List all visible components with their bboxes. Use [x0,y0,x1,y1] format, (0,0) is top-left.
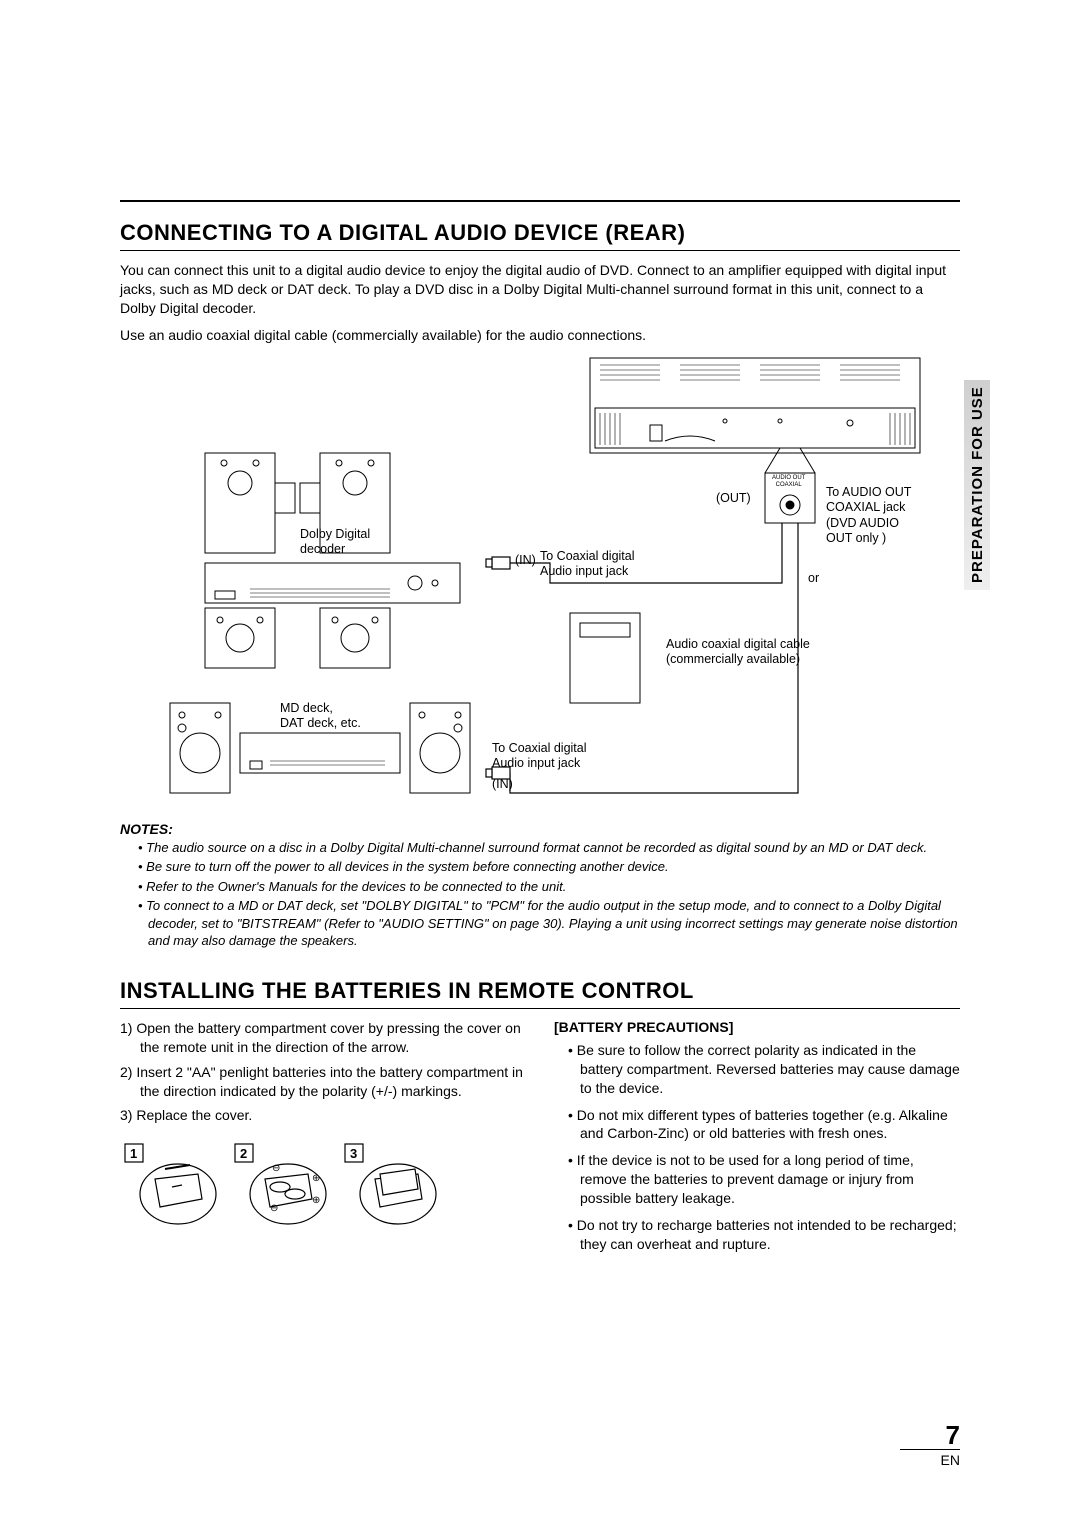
svg-text:⊕: ⊕ [312,1195,320,1206]
coax-input-label-2: To Coaxial digital Audio input jack [492,741,587,772]
note-item: The audio source on a disc in a Dolby Di… [138,839,960,857]
precautions-list: Be sure to follow the correct polarity a… [554,1041,960,1254]
step-marker-1: 1 [130,1146,137,1161]
notes-list: The audio source on a disc in a Dolby Di… [120,839,960,950]
section1-underline [120,250,960,251]
svg-text:⊖: ⊖ [270,1203,278,1214]
page-number-block: 7 EN [900,1420,960,1468]
section2-heading: INSTALLING THE BATTERIES IN REMOTE CONTR… [120,978,960,1004]
step-3: 3) Replace the cover. [120,1106,526,1125]
page-number: 7 [900,1420,960,1451]
precaution-item: Be sure to follow the correct polarity a… [568,1041,960,1098]
svg-text:⊕: ⊕ [312,1173,320,1184]
section2-underline [120,1008,960,1009]
precaution-item: Do not mix different types of batteries … [568,1106,960,1144]
page-lang: EN [900,1449,960,1468]
jack-tiny-label: AUDIO OUT COAXIAL [772,475,805,490]
audio-out-label: To AUDIO OUT COAXIAL jack (DVD AUDIO OUT… [826,485,911,548]
out-label: (OUT) [716,491,751,507]
dolby-decoder-label: Dolby Digital decoder [300,527,370,558]
note-item: To connect to a MD or DAT deck, set "DOL… [138,897,960,950]
section1-para1: You can connect this unit to a digital a… [120,261,960,318]
connection-diagram: Dolby Digital decoder (IN) To Coaxial di… [120,353,960,813]
coax-input-label-1: To Coaxial digital Audio input jack [540,549,635,580]
top-rule [120,200,960,202]
section1-para2: Use an audio coaxial digital cable (comm… [120,326,960,345]
or-label: or [808,571,819,587]
battery-steps: 1) Open the battery compartment cover by… [120,1019,526,1125]
step-marker-2: 2 [240,1146,247,1161]
notes-heading: NOTES: [120,821,960,837]
md-dat-label: MD deck, DAT deck, etc. [280,701,361,732]
page-content: CONNECTING TO A DIGITAL AUDIO DEVICE (RE… [0,0,1080,1322]
precautions-heading: [BATTERY PRECAUTIONS] [554,1019,960,1035]
in-label-1: (IN) [515,553,536,569]
battery-diagram: ⊖ ⊕ ⊖ ⊕ 1 2 3 [120,1139,450,1239]
step-1: 1) Open the battery compartment cover by… [120,1019,526,1057]
cable-label: Audio coaxial digital cable (commerciall… [666,637,810,668]
precaution-item: Do not try to recharge batteries not int… [568,1216,960,1254]
step-marker-3: 3 [350,1146,357,1161]
note-item: Be sure to turn off the power to all dev… [138,858,960,876]
svg-text:⊖: ⊖ [272,1163,280,1174]
section1-heading: CONNECTING TO A DIGITAL AUDIO DEVICE (RE… [120,220,960,246]
precaution-item: If the device is not to be used for a lo… [568,1151,960,1208]
note-item: Refer to the Owner's Manuals for the dev… [138,878,960,896]
in-label-2: (IN) [492,777,513,793]
step-2: 2) Insert 2 "AA" penlight batteries into… [120,1063,526,1101]
